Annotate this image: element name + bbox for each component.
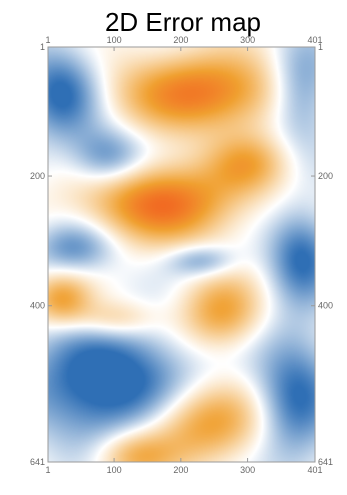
- y-tick-label-left: 200: [30, 171, 45, 181]
- x-tick-label-bottom: 401: [307, 465, 322, 475]
- x-tick-label-bottom: 200: [173, 465, 188, 475]
- x-tick-label-bottom: 300: [240, 465, 255, 475]
- y-tick-label-right: 1: [318, 42, 323, 52]
- x-tick-label-top: 200: [173, 35, 188, 45]
- plot-border: [47, 46, 316, 463]
- x-tick-label-top: 1: [45, 35, 50, 45]
- chart-title: 2D Error map: [105, 7, 261, 37]
- heatmap-image: [48, 47, 315, 462]
- y-tick-label-right: 641: [318, 457, 333, 467]
- y-tick-label-right: 200: [318, 171, 333, 181]
- y-tick-label-left: 641: [30, 457, 45, 467]
- y-tick-label-left: 1: [40, 42, 45, 52]
- x-tick-label-bottom: 1: [45, 465, 50, 475]
- x-tick-label-top: 100: [107, 35, 122, 45]
- heatmap-plot-area: [48, 47, 315, 462]
- y-tick-label-right: 400: [318, 301, 333, 311]
- y-tick-label-left: 400: [30, 301, 45, 311]
- x-tick-label-bottom: 100: [107, 465, 122, 475]
- tick-marks: [47, 46, 316, 463]
- plot-frame: [47, 46, 316, 463]
- x-tick-label-top: 401: [307, 35, 322, 45]
- x-tick-label-top: 300: [240, 35, 255, 45]
